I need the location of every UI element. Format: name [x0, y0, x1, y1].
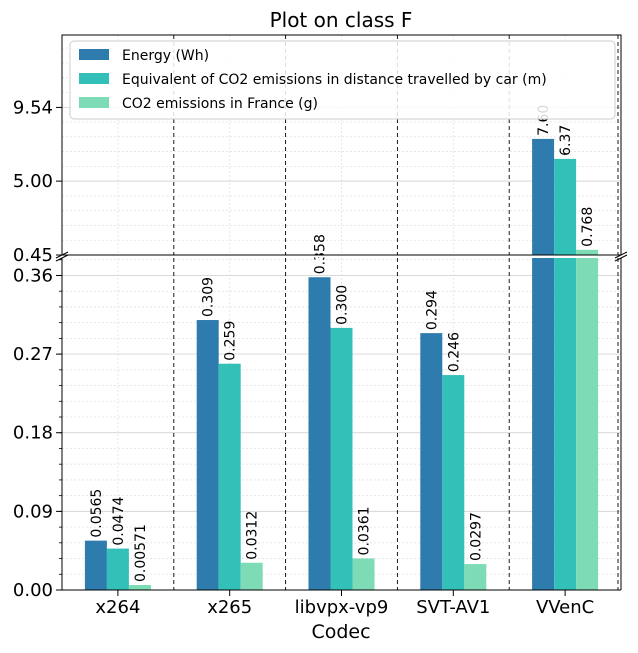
axis-break-gap	[52, 255, 631, 258]
legend: Energy (Wh) Equivalent of CO2 emissions i…	[69, 40, 616, 120]
x-tick-label: VVenC	[536, 597, 594, 618]
legend-swatch	[79, 73, 109, 84]
x-tick-label: x264	[95, 597, 140, 618]
bar	[464, 564, 487, 590]
y-tick-label: 9.54	[13, 97, 53, 118]
legend-box	[69, 40, 616, 120]
y-tick-label: 5.00	[13, 171, 53, 192]
bar	[576, 249, 599, 255]
bar	[84, 540, 107, 590]
x-tick-label: libvpx-vp9	[295, 597, 389, 618]
x-tick-label: SVT-AV1	[416, 597, 490, 618]
axis-break-mark	[614, 254, 628, 262]
bar	[218, 363, 241, 590]
y-tick-label: 0.36	[13, 265, 53, 286]
chart-title: Plot on class F	[270, 8, 413, 32]
legend-label: Energy (Wh)	[122, 48, 209, 64]
bar-label: 0.0312	[245, 511, 261, 560]
bar	[106, 548, 129, 590]
y-tick-label: 0.27	[13, 344, 53, 365]
axis-break-mark	[614, 251, 628, 259]
bar-label: 6.37	[558, 125, 574, 156]
bar-label: 0.309	[201, 277, 217, 317]
legend-label: CO2 emissions in France (g)	[122, 96, 318, 112]
legend-label: Equivalent of CO2 emissions in distance …	[122, 72, 547, 88]
bar	[420, 333, 443, 590]
bar-label: 0.0361	[357, 506, 373, 555]
bar	[352, 558, 375, 590]
bar	[330, 327, 353, 590]
bars	[84, 138, 599, 590]
y-ticks: 0.00 0.09 0.18 0.27 0.360.45 5.00 9.54	[13, 97, 62, 601]
axis-break-mark	[55, 254, 69, 262]
y-tick-label: 0.18	[13, 423, 53, 444]
legend-swatch	[79, 49, 109, 60]
y-tick-label: 0.45	[13, 245, 53, 266]
bar	[196, 320, 219, 590]
bar-label: 0.246	[446, 332, 462, 372]
upper-axes-frame	[61, 34, 622, 256]
bar	[554, 258, 577, 590]
bar	[240, 562, 263, 590]
bar	[532, 258, 555, 590]
bar-label: 0.0565	[89, 489, 105, 538]
bar-label: 0.358	[313, 234, 329, 274]
bar	[554, 158, 577, 255]
y-tick-label: 0.09	[13, 501, 53, 522]
bar-labels: 0.05650.3090.3580.2947.600.04740.2590.30…	[89, 105, 596, 582]
bar	[308, 277, 331, 590]
bar	[532, 138, 555, 255]
bar-label: 0.768	[580, 207, 596, 247]
bar-label: 0.0297	[468, 512, 484, 561]
bar	[576, 258, 599, 590]
bar	[442, 375, 465, 590]
bar-label: 0.259	[223, 321, 239, 361]
x-tick-label: x265	[207, 597, 252, 618]
bar-label: 0.294	[424, 290, 440, 330]
y-tick-label: 0.00	[13, 580, 53, 601]
x-axis-label: Codec	[311, 621, 370, 643]
bar	[128, 585, 151, 590]
x-ticks: x264 x265 libvpx-vp9 SVT-AV1 VVenC	[95, 590, 594, 618]
lower-grid	[62, 259, 621, 591]
legend-swatch	[79, 97, 109, 108]
bar-label: 0.300	[335, 285, 351, 325]
bar-label: 0.0474	[111, 497, 127, 546]
bar-label: 0.00571	[133, 524, 149, 582]
